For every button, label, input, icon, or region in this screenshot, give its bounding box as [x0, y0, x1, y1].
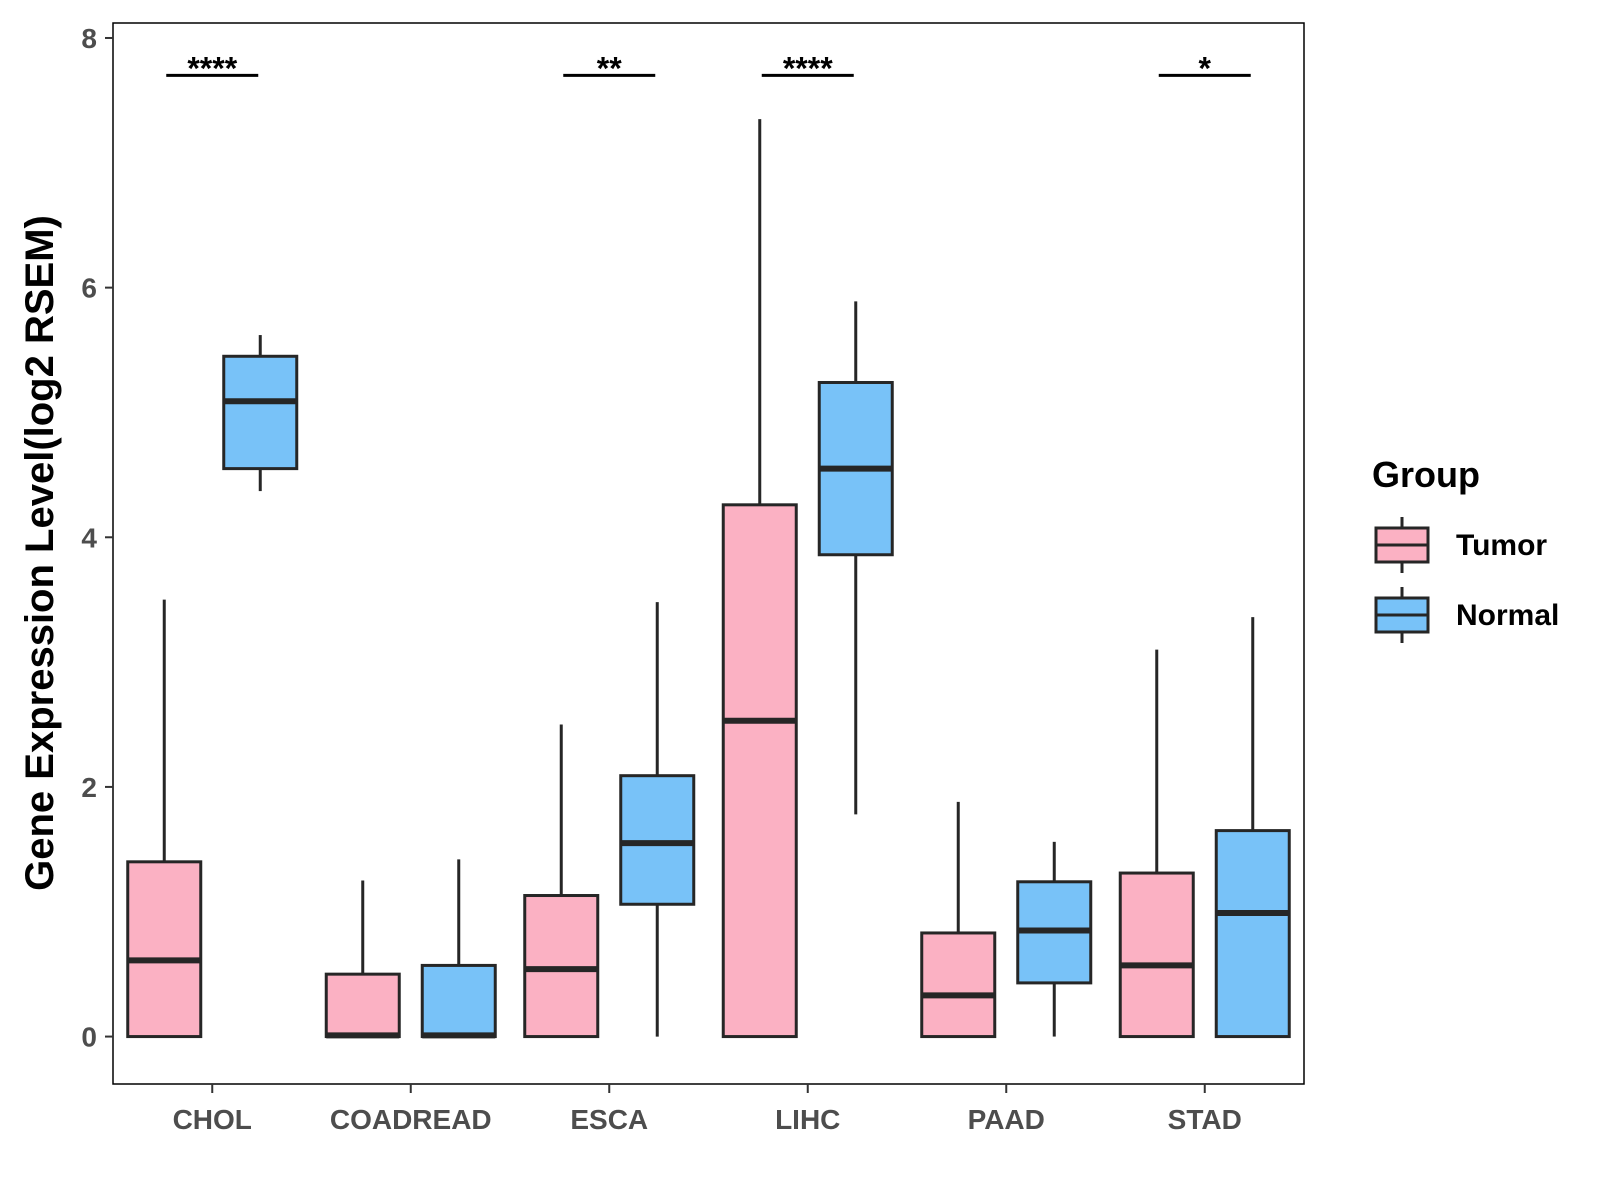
legend-title: Group — [1372, 454, 1480, 495]
box-body — [721, 503, 798, 1039]
significance-annotations: **** ** **** * — [166, 50, 1251, 86]
box-body — [420, 963, 497, 1039]
box-normal-paad — [1016, 841, 1093, 1037]
plot-panel-border — [112, 22, 1305, 1085]
significance-label: **** — [187, 50, 237, 86]
x-tick-label: STAD — [1168, 1104, 1242, 1135]
box-body — [1118, 871, 1195, 1039]
y-tick-label: 8 — [81, 23, 97, 54]
box-normal-esca — [619, 602, 696, 1037]
x-tick-label: LIHC — [775, 1104, 840, 1135]
x-tick-label: CHOL — [173, 1104, 252, 1135]
box-body — [126, 860, 203, 1039]
box-tumor-lihc — [721, 119, 798, 1039]
y-tick-label: 2 — [81, 772, 97, 803]
x-axis: CHOL COADREAD ESCA LIHC PAAD STAD — [173, 1084, 1242, 1135]
legend-label: Tumor — [1456, 529, 1547, 562]
box-body — [222, 354, 299, 471]
y-tick-label: 0 — [81, 1022, 97, 1053]
box-body — [920, 931, 997, 1039]
box-series — [126, 119, 1291, 1039]
significance-label: * — [1199, 50, 1212, 86]
legend-label: Normal — [1456, 599, 1559, 632]
box-body — [523, 894, 600, 1039]
box-body — [324, 972, 401, 1039]
y-axis: 0 2 4 6 8 — [81, 23, 113, 1053]
legend-item-tumor: Tumor — [1374, 517, 1547, 573]
y-axis-label: Gene Expression Level(log2 RSEM) — [18, 215, 62, 891]
box-body — [619, 774, 696, 906]
box-normal-stad — [1214, 617, 1291, 1039]
box-tumor-paad — [920, 801, 997, 1039]
significance-label: ** — [597, 50, 622, 86]
legend-item-normal: Normal — [1374, 587, 1559, 643]
legend: Group Tumor Normal — [1372, 454, 1559, 643]
box-tumor-esca — [523, 724, 600, 1039]
x-tick-label: COADREAD — [330, 1104, 492, 1135]
box-tumor-stad — [1118, 649, 1195, 1039]
y-tick-label: 6 — [81, 273, 97, 304]
box-tumor-chol — [126, 599, 203, 1039]
box-body — [1214, 829, 1291, 1039]
x-tick-label: PAAD — [968, 1104, 1045, 1135]
box-normal-lihc — [817, 301, 894, 815]
box-normal-chol — [222, 335, 299, 492]
y-tick-label: 4 — [81, 522, 97, 553]
x-tick-label: ESCA — [570, 1104, 648, 1135]
significance-label: **** — [783, 50, 833, 86]
box-normal-coadread — [420, 859, 497, 1039]
box-tumor-coadread — [324, 880, 401, 1039]
